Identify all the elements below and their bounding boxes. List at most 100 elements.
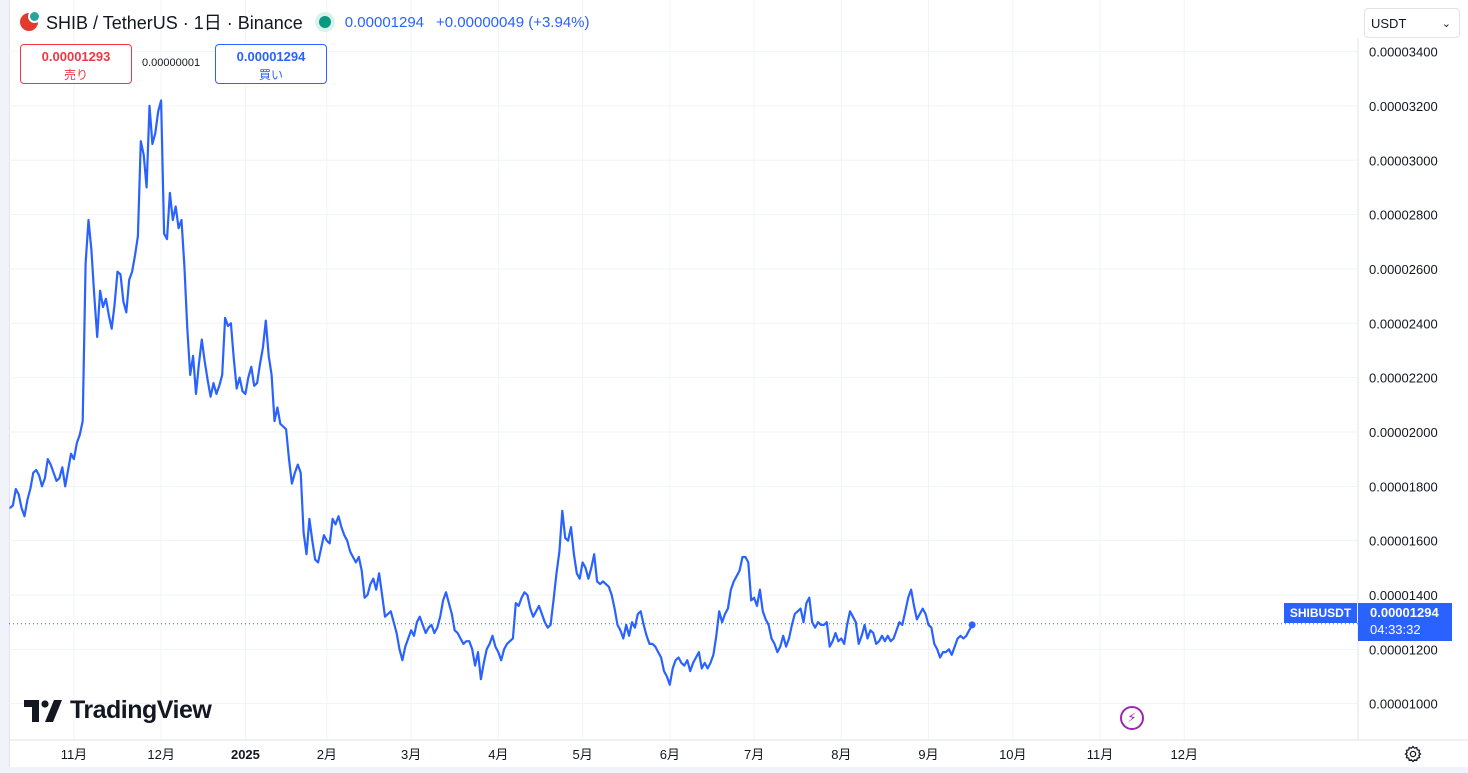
data-point (21, 507, 23, 509)
lightning-bolt-icon[interactable]: ⚡ (1120, 706, 1144, 730)
data-point (506, 643, 508, 645)
data-point (433, 632, 435, 634)
data-point (730, 589, 732, 591)
data-point (875, 643, 877, 645)
data-point (140, 140, 142, 142)
data-point (666, 675, 668, 678)
data-point (768, 624, 770, 626)
data-point (910, 589, 912, 591)
y-tick-label: 0.00002000 (1369, 425, 1438, 440)
data-point (497, 651, 499, 653)
shib-logo-icon[interactable] (20, 10, 41, 31)
buy-button[interactable]: 0.00001294 買い (215, 44, 327, 84)
data-point (866, 637, 869, 640)
data-point (122, 301, 124, 303)
data-point (648, 643, 651, 645)
data-point (782, 635, 784, 637)
x-tick-label: 12月 (1171, 747, 1198, 762)
data-point (111, 328, 113, 330)
data-point (372, 578, 374, 580)
data-point (9, 507, 11, 509)
data-point (643, 624, 645, 626)
data-point (50, 464, 52, 466)
data-point (355, 561, 357, 564)
data-point (686, 659, 688, 661)
last-price-dot (968, 621, 976, 629)
data-point (864, 624, 866, 626)
data-point (582, 561, 584, 564)
data-point (471, 648, 473, 650)
data-point (933, 643, 935, 645)
data-point (596, 580, 598, 583)
data-point (881, 635, 883, 637)
data-point (675, 659, 677, 661)
currency-select[interactable]: USDT ⌄ (1364, 8, 1460, 38)
data-point (404, 646, 406, 648)
data-point (114, 303, 116, 305)
data-point (753, 597, 755, 599)
data-point (381, 594, 383, 596)
last-price-tag: 0.00001294 04:33:32 (1358, 603, 1452, 641)
data-point (323, 534, 325, 536)
data-point (628, 635, 630, 637)
data-point (26, 499, 28, 501)
data-point (459, 637, 462, 640)
data-point (657, 651, 659, 653)
x-tick-label: 4月 (488, 747, 508, 762)
x-tick-label: 2025 (231, 747, 260, 762)
data-point (855, 621, 857, 623)
x-tick-label: 11月 (61, 747, 88, 762)
data-point (747, 561, 749, 564)
data-point (794, 613, 796, 615)
data-point (192, 355, 194, 357)
data-point (282, 425, 284, 428)
data-point (221, 374, 223, 376)
data-point (79, 434, 81, 436)
tradingview-logo[interactable]: TradingView (24, 696, 212, 725)
gear-icon[interactable] (1404, 745, 1422, 763)
data-point (422, 624, 424, 626)
data-point (285, 428, 287, 430)
data-point (637, 613, 639, 615)
data-point (67, 469, 69, 471)
data-point (826, 621, 828, 623)
y-tick-label: 0.00001200 (1369, 642, 1438, 657)
data-point (90, 249, 92, 251)
y-tick-label: 0.00003000 (1369, 153, 1438, 168)
data-point (683, 665, 685, 667)
data-point (491, 635, 494, 637)
x-tick-label: 6月 (660, 747, 680, 762)
data-point (634, 627, 636, 629)
data-point (939, 656, 941, 659)
data-point (669, 684, 671, 686)
data-point (326, 540, 328, 542)
data-point (119, 273, 122, 275)
symbol-title[interactable]: SHIB / TetherUS · 1日 · Binance (46, 13, 303, 33)
data-point (535, 610, 537, 612)
data-point (291, 483, 293, 485)
data-point (869, 629, 872, 631)
data-point (805, 602, 808, 604)
data-point (70, 453, 72, 455)
data-point (236, 387, 238, 390)
data-point (733, 580, 735, 583)
data-point (387, 613, 389, 615)
data-point (47, 458, 49, 460)
data-point (692, 662, 694, 664)
x-tick-label: 8月 (831, 747, 851, 762)
data-point (76, 442, 78, 444)
data-point (262, 347, 264, 349)
data-point (169, 192, 171, 194)
data-point (300, 472, 302, 474)
buy-price: 0.00001294 (236, 49, 306, 64)
data-point (448, 602, 450, 604)
data-point (250, 366, 252, 368)
data-point (128, 279, 130, 281)
data-point (677, 656, 680, 659)
data-point (736, 575, 738, 577)
data-point (178, 227, 180, 229)
sell-button[interactable]: 0.00001293 売り (20, 44, 132, 84)
data-point (925, 613, 927, 615)
y-tick-label: 0.00002600 (1369, 262, 1438, 277)
